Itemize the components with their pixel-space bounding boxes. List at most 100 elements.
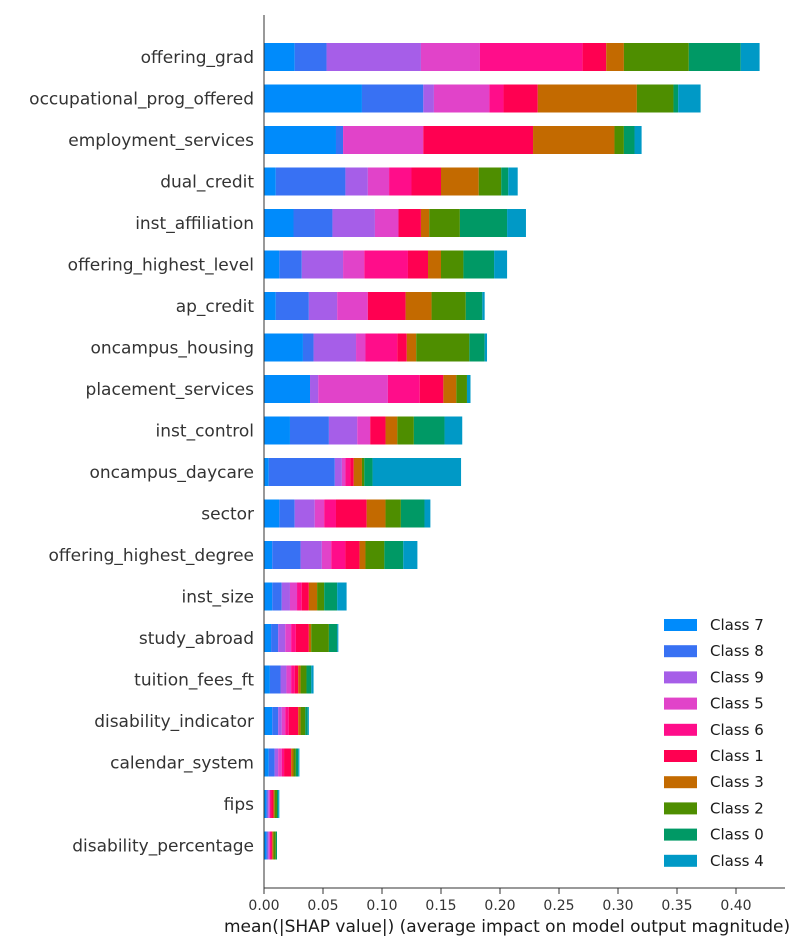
bar-segment (370, 416, 386, 445)
bar-segment (269, 790, 272, 818)
feature-label: offering_highest_level (68, 256, 254, 276)
bar-segment (466, 375, 471, 403)
bar-segment (264, 499, 280, 528)
bar-segment (268, 748, 275, 777)
bar-segment (278, 707, 282, 735)
legend-swatch (664, 802, 697, 815)
bar-segment (279, 250, 302, 279)
bar-segment (314, 499, 325, 528)
bar-segment (300, 707, 306, 735)
bar-segment (274, 790, 277, 818)
feature-label: fips (224, 795, 254, 815)
bar-segment (324, 582, 338, 611)
bar-segment (264, 250, 280, 279)
bar-segment (385, 416, 398, 445)
bar-segment (278, 624, 286, 652)
feature-label: inst_control (156, 422, 254, 442)
bar-segment (740, 43, 760, 71)
x-tick-label: 0.15 (425, 898, 456, 914)
bar-segment (274, 748, 279, 777)
bar-segment (273, 790, 275, 818)
bar-segment (537, 84, 637, 113)
bar-segment (431, 292, 466, 320)
bar-segment (463, 250, 495, 279)
bar-segment (361, 84, 424, 113)
bar-segment (326, 43, 421, 71)
bar-segment (300, 665, 307, 694)
bar-segment (269, 831, 272, 860)
legend-swatch (664, 697, 697, 710)
bar-segment (269, 665, 281, 694)
feature-label: disability_percentage (72, 837, 254, 857)
bar-segment (503, 84, 538, 113)
bar-segment (350, 458, 354, 486)
bar-segment (343, 126, 424, 154)
bar-segment (264, 84, 362, 113)
feature-label: calendar_system (110, 754, 254, 774)
bar-segment (308, 582, 318, 611)
bar-segment (293, 209, 333, 237)
legend: Class 7 Class 8 Class 9 Class 5 Class 6 Class… (664, 616, 764, 870)
bar-segment (397, 416, 414, 445)
feature-label: occupational_prog_offered (29, 90, 254, 110)
bar-segment (384, 541, 404, 569)
x-tick-label: 0.10 (366, 898, 397, 914)
bar-segment (264, 167, 276, 196)
bar-segment (278, 748, 282, 777)
bar-segment (372, 458, 462, 486)
x-tick-label: 0.20 (484, 898, 515, 914)
x-tick-label: 0.05 (307, 898, 338, 914)
axes (263, 15, 785, 889)
bar-segment (367, 292, 406, 320)
bar-segment (278, 790, 280, 818)
bar-segment (297, 582, 302, 611)
bar-segment (264, 707, 273, 735)
bar-segment (345, 541, 360, 569)
bar-segment (328, 416, 358, 445)
bar-segment (308, 292, 338, 320)
bar-segment (264, 624, 272, 652)
legend-swatch (664, 776, 697, 789)
legend-entry: Class 8 (710, 642, 764, 660)
bar-segment (416, 333, 470, 362)
bar-segment (334, 458, 342, 486)
bar-segment (411, 167, 441, 196)
bar-segment (264, 126, 336, 154)
bar-segment (428, 250, 441, 279)
bar-segment (407, 250, 429, 279)
bar-segment (268, 790, 270, 818)
bar-segment (420, 209, 430, 237)
bar-segment (341, 458, 346, 486)
feature-label: offering_grad (141, 48, 254, 68)
bar-segment (673, 84, 679, 113)
legend-swatch (664, 619, 697, 631)
bar-segment (272, 707, 279, 735)
bar-segment (291, 665, 295, 694)
bar-segment (364, 250, 408, 279)
bar-segment (294, 499, 315, 528)
bar-segment (533, 126, 615, 154)
plot-bars (264, 43, 760, 860)
bar-segment (398, 209, 421, 237)
legend-entry: Class 9 (710, 668, 764, 686)
bar-segment (324, 499, 336, 528)
bar-segment (268, 831, 270, 860)
bar-segment (273, 831, 276, 860)
bar-segment (366, 499, 386, 528)
bar-segment (433, 84, 490, 113)
bar-segment (507, 209, 526, 237)
bar-segment (310, 375, 319, 403)
feature-label: disability_indicator (94, 712, 254, 732)
bar-segment (337, 624, 339, 652)
bar-segment (291, 748, 294, 777)
x-axis-title: mean(|SHAP value|) (average impact on mo… (224, 917, 790, 937)
bar-segment (264, 375, 311, 403)
bar-segment (317, 582, 325, 611)
bar-segment (636, 84, 674, 113)
bar-segment (288, 707, 299, 735)
feature-label: oncampus_housing (90, 339, 254, 359)
bar-segment (328, 624, 338, 652)
bar-segment (405, 292, 432, 320)
bar-segment (318, 375, 388, 403)
